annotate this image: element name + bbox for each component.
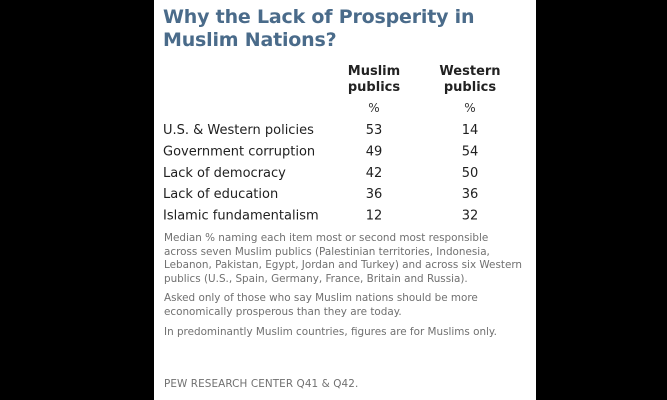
row-label-government-corruption: Government corruption [163, 144, 315, 159]
value-islamic-fundamentalism-western-publics: 32 [462, 209, 479, 224]
column-header-western-publics-line-2: publics [444, 80, 496, 95]
row-label-islamic-fundamentalism: Islamic fundamentalism [163, 209, 319, 224]
source-line: PEW RESEARCH CENTER Q41 & Q42. [164, 378, 359, 390]
value-lack-of-democracy-muslim-publics: 42 [366, 166, 383, 181]
value-lack-of-education-muslim-publics: 36 [366, 187, 383, 202]
chart-title: Why the Lack of Prosperity in Muslim Nat… [163, 6, 475, 51]
value-islamic-fundamentalism-muslim-publics: 12 [366, 209, 383, 224]
row-label-lack-of-education: Lack of education [163, 187, 278, 202]
column-header-muslim-publics-line-2: publics [348, 80, 400, 95]
value-government-corruption-muslim-publics: 49 [366, 144, 383, 159]
note-question-base: Asked only of those who say Muslim natio… [164, 292, 478, 318]
value-government-corruption-western-publics: 54 [462, 144, 479, 159]
row-label-u-s-western-policies: U.S. & Western policies [163, 123, 314, 138]
data-table: Muslim publics% Western publics% U.S. & West… [163, 60, 528, 230]
chart-panel: Why the Lack of Prosperity in Muslim Nat… [154, 0, 536, 400]
column-unit-muslim-publics: % [368, 101, 379, 115]
row-label-lack-of-democracy: Lack of democracy [163, 166, 286, 181]
column-header-muslim-publics-line-1: Muslim [348, 64, 400, 79]
value-lack-of-education-western-publics: 36 [462, 187, 479, 202]
value-u-s-western-policies-western-publics: 14 [462, 123, 479, 138]
note-methodology: Median % naming each item most or second… [164, 232, 523, 285]
notes: Median % naming each item most or second… [164, 232, 524, 345]
column-unit-western-publics: % [464, 101, 475, 115]
column-header-western-publics-line-1: Western [439, 64, 500, 79]
value-u-s-western-policies-muslim-publics: 53 [366, 123, 383, 138]
note-muslim-only: In predominantly Muslim countries, figur… [164, 325, 497, 338]
value-lack-of-democracy-western-publics: 50 [462, 166, 479, 181]
